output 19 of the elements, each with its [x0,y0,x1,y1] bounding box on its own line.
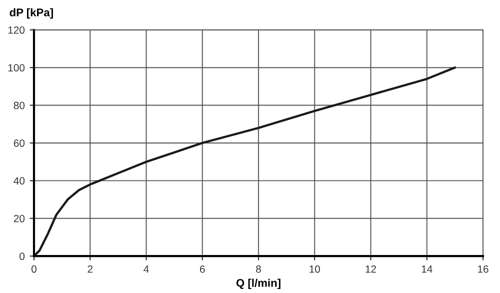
x-tick-label: 4 [144,265,149,273]
y-tick-label: 20 [14,214,25,222]
x-axis-title: Q [l/min] [236,278,280,290]
x-tick-label: 14 [422,265,432,273]
y-tick-label: 0 [20,252,25,260]
line-series [34,66,456,256]
y-tick-label: 120 [8,26,25,34]
y-tick-label: 80 [14,102,25,110]
x-tick-label: 10 [310,265,320,273]
y-tick-label: 40 [14,177,25,185]
x-tick-label: 12 [366,265,376,273]
x-tick-label: 16 [478,265,488,273]
x-tick-label: 8 [256,265,261,273]
x-tick-label: 2 [88,265,92,273]
y-axis-title: dP [kPa] [10,8,53,19]
y-tick-label: 60 [14,139,25,147]
x-tick-label: 6 [200,265,205,273]
y-tick-label: 100 [8,64,25,72]
x-tick-label: 0 [32,265,36,273]
